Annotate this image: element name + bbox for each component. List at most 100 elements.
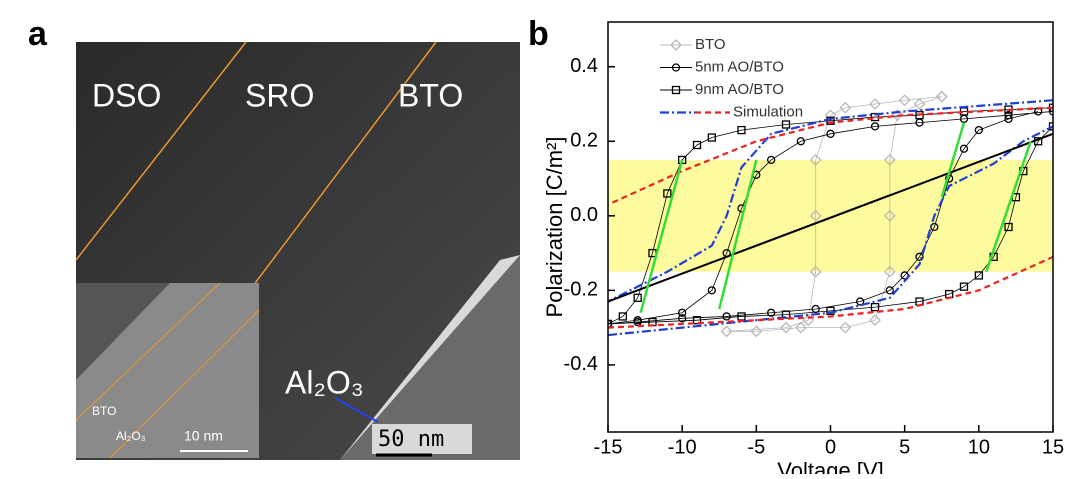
y-tick-label: 0.0 [570, 204, 598, 226]
series-line [608, 106, 1053, 206]
legend-label: Simulation [733, 103, 803, 120]
marker [720, 325, 733, 338]
marker [959, 282, 969, 291]
marker [1004, 114, 1013, 124]
marker [930, 222, 939, 232]
x-tick-label: 15 [1042, 436, 1064, 458]
panel-a: a DSO SRO BTO Al₂O₃ 50 nm BTO Al₂O₃ 10 n… [28, 15, 520, 460]
x-tick-label: 0 [825, 436, 836, 458]
region-label: DSO [92, 77, 161, 113]
legend-label: BTO [695, 36, 726, 53]
marker [618, 312, 627, 321]
x-tick-label: -15 [594, 436, 623, 458]
y-axis-label: Polarization [C/m²] [542, 137, 567, 318]
marker [959, 144, 969, 153]
marker [856, 297, 865, 306]
inset-label: Al₂O₃ [116, 429, 146, 443]
series-line [985, 140, 1032, 273]
panel-b: b -0.4 -0.2 0.0 0.2 0.4 -15 -10 -5 0 5 10 15 Voltage… [528, 15, 1064, 479]
marker [1048, 122, 1053, 131]
scale-label: 50 nm [378, 427, 444, 452]
inset-line [109, 309, 260, 459]
layer-label: Al₂O₃ [285, 364, 364, 400]
marker [633, 293, 642, 302]
inset-line [75, 282, 221, 421]
marker [707, 286, 716, 295]
marker [678, 308, 687, 317]
band [608, 159, 1053, 272]
marker [692, 140, 702, 150]
marker [737, 125, 746, 135]
marker [935, 90, 948, 103]
marker [913, 98, 926, 110]
y-tick-label: 0.2 [570, 130, 598, 152]
series-line [639, 159, 684, 314]
panel-label: a [28, 15, 48, 53]
legend-label: 5nm AO/BTO [695, 58, 784, 75]
inset-scale-label: 10 nm [184, 428, 223, 444]
marker [809, 209, 822, 222]
series-line [940, 122, 966, 198]
marker [870, 122, 880, 131]
scale-bg [372, 424, 472, 454]
marker [974, 125, 983, 135]
y-tick-label: 0.4 [570, 55, 598, 77]
marker [678, 314, 687, 323]
marker [663, 189, 672, 198]
marker [767, 308, 776, 317]
inset: BTO Al₂O₃ 10 nm [75, 282, 260, 459]
plot-frame [607, 21, 1054, 433]
x-axis-label: Voltage [V] [777, 458, 883, 474]
marker [826, 129, 835, 138]
marker [898, 94, 911, 107]
panel-label: b [528, 15, 549, 53]
marker [809, 265, 822, 278]
series-line [608, 99, 1053, 303]
marker [869, 98, 881, 110]
inset-label: BTO [92, 404, 116, 418]
region-label: BTO [398, 77, 463, 113]
interface-line [75, 41, 247, 261]
marker [796, 137, 805, 146]
marker [608, 319, 613, 329]
marker [809, 153, 822, 166]
marker [750, 325, 763, 338]
x-tick-label: 10 [968, 436, 990, 458]
marker [839, 101, 852, 114]
x-tick-label: 5 [899, 436, 910, 458]
marker [767, 155, 776, 165]
marker [883, 209, 896, 222]
plot-area [608, 39, 1053, 338]
x-tick-label: -5 [747, 436, 765, 458]
marker [722, 312, 731, 321]
inset-region [76, 283, 170, 380]
series-line [608, 125, 1053, 337]
x-tick-label: -10 [668, 436, 697, 458]
marker [883, 153, 896, 166]
marker [885, 286, 894, 295]
legend-marker [670, 39, 682, 51]
series-line [608, 132, 1053, 303]
y-tick-label: -0.2 [564, 279, 598, 301]
y-tick-label: -0.4 [564, 353, 598, 375]
arrow [334, 397, 379, 423]
marker [707, 133, 716, 142]
marker [802, 314, 815, 327]
marker [839, 321, 852, 334]
marker [869, 314, 881, 327]
series-line [608, 255, 1053, 329]
marker [633, 317, 642, 327]
marker [915, 252, 924, 261]
marker [1004, 111, 1013, 120]
legend-label: 9nm AO/BTO [695, 81, 784, 98]
marker [883, 265, 896, 278]
marker [1004, 222, 1013, 232]
marker [870, 302, 880, 312]
region-label: SRO [245, 77, 314, 113]
marker [794, 321, 807, 334]
series-line [726, 96, 942, 332]
series-line [718, 159, 758, 310]
marker [692, 316, 702, 325]
substrate [340, 255, 520, 460]
